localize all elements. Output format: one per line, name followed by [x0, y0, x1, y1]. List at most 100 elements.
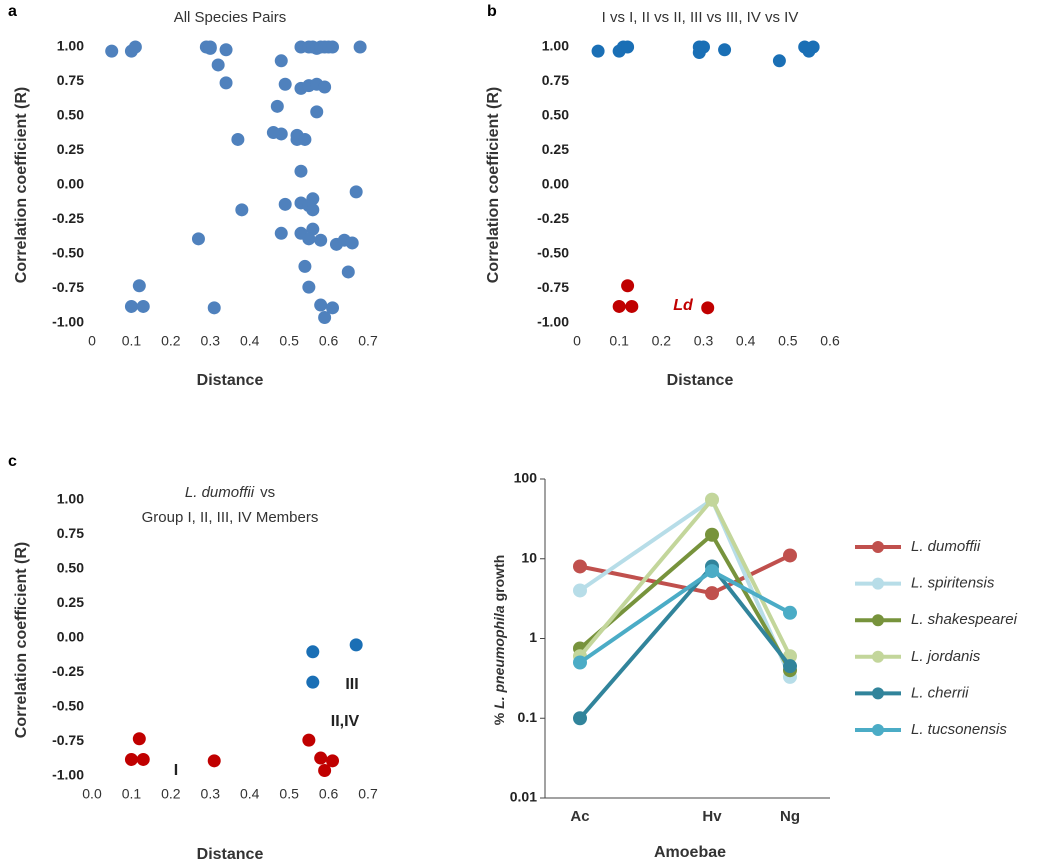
point — [302, 280, 316, 294]
x-tick-label: 0.3 — [694, 333, 714, 349]
x-tick-label: 0 — [88, 333, 96, 349]
x-tick-label: 0.1 — [609, 333, 629, 349]
point — [573, 583, 587, 598]
legend-marker — [872, 650, 884, 663]
panel: b I vs I, II vs II, III vs III, IV vs IV D… — [485, 3, 840, 389]
y-tick-label: -1.00 — [537, 314, 569, 330]
y-tick-label: -0.75 — [52, 732, 84, 748]
x-axis-label: Distance — [197, 846, 264, 862]
x-axis-label: Distance — [197, 372, 264, 389]
point — [349, 185, 363, 199]
point — [219, 43, 233, 57]
panel: Amoebae% L. pneumophila growth 0.01 0.1 1 10 10… — [491, 470, 1018, 862]
point — [705, 492, 719, 507]
point — [298, 259, 312, 273]
y-tick-label: 100 — [514, 470, 538, 486]
y-tick-label: -1.00 — [52, 314, 84, 330]
title-part: vs — [260, 484, 275, 501]
x-tick-label: 0.0 — [82, 786, 102, 802]
x-tick-label: 0.4 — [736, 333, 756, 349]
legend-label: L. spiritensis — [911, 575, 995, 592]
annotation: III — [345, 676, 358, 693]
point — [806, 40, 820, 54]
point — [302, 733, 316, 747]
y-tick-label: 10 — [521, 549, 537, 565]
point — [705, 564, 719, 579]
point — [353, 40, 367, 54]
point — [772, 54, 786, 68]
point — [318, 80, 332, 94]
y-tick-label: 1.00 — [542, 38, 569, 54]
legend-label: L. tucsonensis — [911, 721, 1007, 738]
x-tick-label: 0.6 — [319, 333, 339, 349]
y-tick-label: 0.25 — [542, 141, 569, 157]
x-tick-label: Hv — [702, 808, 722, 825]
point — [132, 732, 146, 746]
legend-label: L. shakespearei — [911, 611, 1018, 628]
point — [306, 203, 320, 217]
point — [136, 299, 150, 313]
y-tick-label: 0.1 — [518, 709, 538, 725]
legend-marker — [872, 687, 884, 700]
y-tick-label: 1.00 — [57, 491, 84, 507]
label-part: L. pneumophila — [491, 605, 507, 709]
x-tick-label: 0.6 — [319, 786, 339, 802]
panel: a All Species Pairs Distance Correlation co… — [8, 3, 378, 389]
y-tick-label: 0.75 — [57, 525, 84, 541]
y-axis-label: Correlation coefficient (R) — [13, 87, 30, 283]
x-tick-label: 0.4 — [240, 786, 260, 802]
chart-title: L. dumoffii vs — [185, 484, 275, 501]
y-tick-label: 0.75 — [57, 72, 84, 88]
point — [783, 605, 797, 620]
y-tick-label: 0.00 — [57, 176, 84, 192]
point — [124, 752, 138, 766]
point — [274, 226, 288, 240]
legend-label: L. dumoffii — [911, 538, 981, 555]
point — [306, 675, 320, 689]
y-tick-label: -0.25 — [537, 210, 569, 226]
point — [298, 132, 312, 146]
point — [718, 43, 732, 57]
point — [302, 232, 316, 246]
x-tick-label: 0.1 — [122, 786, 142, 802]
x-tick-label: 0.3 — [201, 333, 221, 349]
x-tick-label: 0 — [573, 333, 581, 349]
y-tick-label: -0.50 — [52, 245, 84, 261]
y-tick-label: -0.50 — [537, 245, 569, 261]
y-tick-label: 0.50 — [542, 107, 569, 123]
legend-label: L. cherrii — [911, 684, 969, 701]
point — [235, 203, 249, 217]
point — [326, 754, 340, 768]
point — [314, 751, 328, 765]
point — [591, 44, 605, 58]
x-tick-label: 0.7 — [358, 333, 378, 349]
point — [219, 76, 233, 90]
y-tick-label: 0.50 — [57, 107, 84, 123]
y-tick-label: 0.75 — [542, 72, 569, 88]
x-tick-label: Ng — [780, 808, 800, 825]
point — [701, 301, 715, 315]
panel-letter: c — [8, 453, 17, 470]
point — [124, 299, 138, 313]
point — [310, 105, 324, 119]
point — [270, 99, 284, 113]
y-tick-label: -0.50 — [52, 698, 84, 714]
y-tick-label: 0.01 — [510, 789, 537, 805]
x-tick-label: 0.5 — [279, 786, 299, 802]
y-tick-label: 1 — [529, 629, 537, 645]
annotation: Ld — [673, 297, 694, 314]
point — [294, 164, 308, 178]
annotation: I — [174, 762, 178, 779]
x-tick-label: 0.7 — [358, 786, 378, 802]
point — [697, 40, 710, 54]
point — [573, 655, 587, 670]
x-tick-label: 0.1 — [122, 333, 142, 349]
panel: c L. dumoffii vs Group I, II, III, IV Membe… — [8, 453, 378, 862]
x-tick-label: 0.2 — [161, 786, 181, 802]
x-tick-label: 0.6 — [820, 333, 840, 349]
point — [783, 548, 797, 563]
y-tick-label: 0.00 — [542, 176, 569, 192]
x-tick-label: 0.5 — [279, 333, 299, 349]
point — [318, 310, 332, 324]
